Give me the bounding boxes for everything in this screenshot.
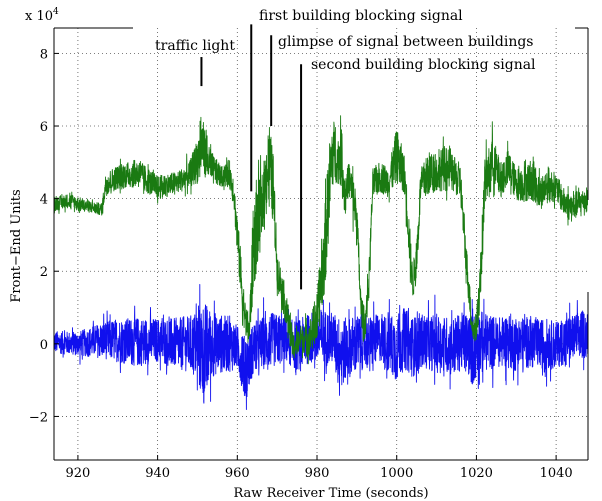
x-tick-label: 980	[305, 466, 330, 481]
y-axis-label: Front−End Units	[9, 189, 24, 302]
y-tick-label: 8	[40, 47, 48, 62]
x-axis-label: Raw Receiver Time (seconds)	[233, 486, 428, 501]
annotation-label: first building blocking signal	[259, 8, 463, 24]
annotation-label: second building blocking signal	[311, 57, 536, 73]
series-line-blue	[54, 284, 588, 410]
x-tick-label: 1020	[460, 466, 493, 481]
y-exponent-base: x 10	[25, 9, 53, 24]
y-tick-label: 2	[40, 265, 48, 280]
annotation-label: traffic light	[155, 38, 235, 54]
series-layer	[54, 115, 588, 410]
y-tick-label: 0	[40, 338, 48, 353]
x-tick-label: 1000	[380, 466, 413, 481]
x-tick-label: 920	[65, 466, 90, 481]
y-exponent-label: x 104	[25, 7, 59, 24]
x-tick-label: 940	[145, 466, 170, 481]
tick-marks	[54, 52, 557, 460]
axes-frame	[53, 27, 589, 461]
tick-labels: 920 940 960 980 1000 1020 1040 −2 0 2 4 6 8	[29, 47, 573, 481]
y-tick-label: 6	[40, 120, 48, 135]
annotations: traffic light first building blocking sig…	[155, 8, 536, 290]
y-tick-label: −2	[29, 410, 48, 425]
annotation-label: glimpse of signal between buildings	[278, 34, 533, 50]
x-tick-label: 960	[225, 466, 250, 481]
x-tick-label: 1040	[540, 466, 573, 481]
y-tick-label: 4	[40, 193, 48, 208]
series-line-green	[54, 115, 588, 365]
y-exponent-power: 4	[53, 7, 59, 17]
